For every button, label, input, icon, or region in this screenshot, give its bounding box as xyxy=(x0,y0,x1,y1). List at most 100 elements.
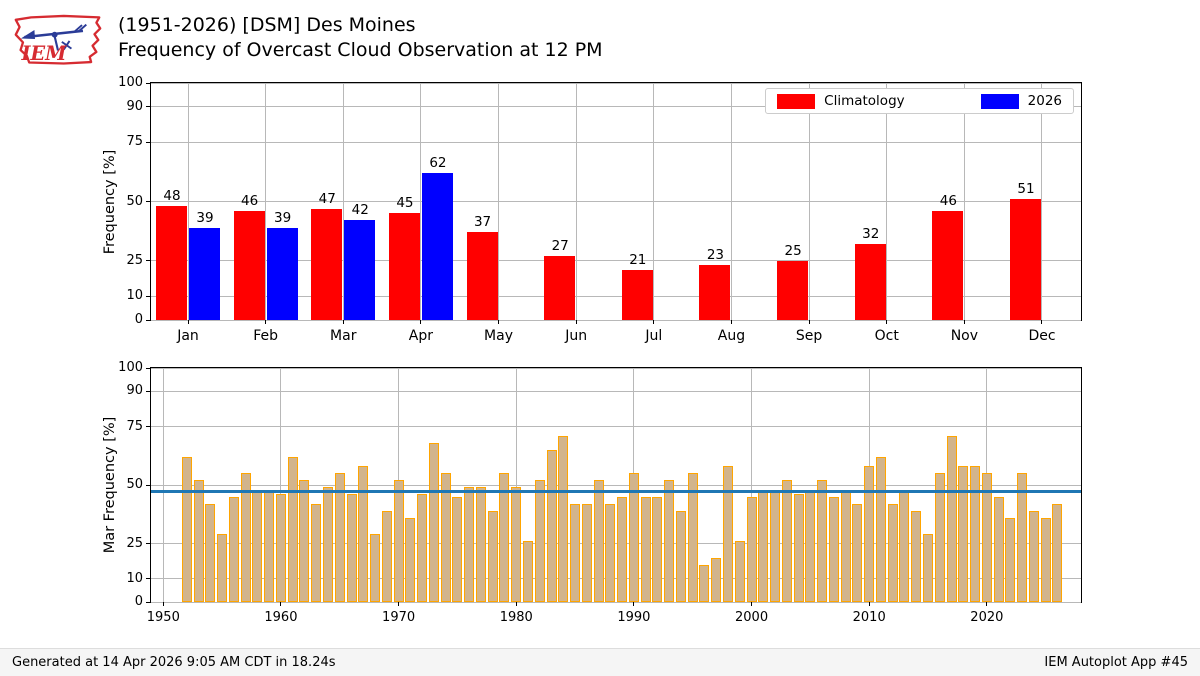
bar-march-2015 xyxy=(923,534,934,602)
y-tick-label: 90 xyxy=(126,383,143,399)
y-tick-mark xyxy=(146,601,151,603)
y-tick-mark xyxy=(146,260,151,262)
legend-swatch-climatology xyxy=(777,93,816,109)
v-gridline xyxy=(1041,83,1043,320)
x-tick-label: Jul xyxy=(645,328,663,344)
h-gridline xyxy=(151,141,1081,143)
bar-climatology xyxy=(1009,199,1041,320)
y-tick-label: 10 xyxy=(126,570,143,586)
bar-value-label: 51 xyxy=(1017,181,1035,198)
y-tick-label: 90 xyxy=(126,98,143,114)
v-gridline xyxy=(342,83,344,320)
h-gridline xyxy=(151,319,1081,321)
bar-2026 xyxy=(344,220,376,320)
bar-march-1983 xyxy=(546,449,557,602)
bar-march-2000 xyxy=(746,496,757,602)
march-frequency-chart: Mar Frequency [%] 0 10 25 50 75 90 100 1950 1960… xyxy=(102,360,1082,625)
y-tick-label: 75 xyxy=(126,134,143,150)
bar-climatology xyxy=(854,244,886,320)
x-tick-label: Apr xyxy=(408,328,434,344)
bar-climatology xyxy=(233,210,265,320)
v-gridline xyxy=(886,83,888,320)
bar-march-2008 xyxy=(840,489,851,602)
x-tick-label: 1990 xyxy=(617,610,651,625)
bar-march-1992 xyxy=(652,496,663,602)
x-tick-mark xyxy=(162,602,164,606)
bar-climatology xyxy=(466,232,498,320)
y-tick-mark xyxy=(146,106,151,108)
v-gridline xyxy=(808,83,810,320)
bar-march-1974 xyxy=(440,473,451,602)
bar-march-1955 xyxy=(217,534,228,602)
bar-march-1953 xyxy=(193,480,204,602)
bar-march-1994 xyxy=(675,510,686,602)
bar-value-label: 32 xyxy=(862,226,880,243)
bar-march-2014 xyxy=(911,510,922,602)
x-tick-mark xyxy=(420,320,422,324)
bar-march-1960 xyxy=(275,494,286,602)
x-tick-label: Dec xyxy=(1028,328,1056,344)
bar-march-2025 xyxy=(1040,517,1051,602)
v-gridline xyxy=(162,368,164,602)
v-gridline xyxy=(420,83,422,320)
bar-march-1996 xyxy=(699,564,710,602)
footer: Generated at 14 Apr 2026 9:05 AM CDT in … xyxy=(0,648,1200,676)
x-tick-mark xyxy=(398,602,400,606)
bar-climatology xyxy=(699,265,731,320)
bar-march-1981 xyxy=(523,541,533,602)
bar-climatology xyxy=(777,260,809,320)
x-tick-mark xyxy=(265,320,267,324)
bar-march-1959 xyxy=(264,489,275,602)
bar-value-label: 46 xyxy=(939,192,957,209)
bar-march-1971 xyxy=(405,517,416,602)
v-gridline xyxy=(751,368,753,602)
generated-timestamp: Generated at 14 Apr 2026 9:05 AM CDT in … xyxy=(12,655,336,670)
h-gridline xyxy=(151,390,1081,392)
x-tick-label: Oct xyxy=(874,328,899,344)
bar-march-1988 xyxy=(605,503,616,602)
h-gridline xyxy=(151,543,1081,544)
bar-climatology xyxy=(156,206,187,320)
bar-value-label: 25 xyxy=(784,242,802,259)
bar-march-1961 xyxy=(287,456,298,602)
bar-2026 xyxy=(421,173,453,320)
title-line-2: Frequency of Overcast Cloud Observation … xyxy=(118,39,603,61)
bar-march-1989 xyxy=(617,496,628,602)
bar-climatology xyxy=(544,256,576,320)
v-gridline xyxy=(575,83,577,320)
y-tick-mark xyxy=(146,141,151,143)
bar-march-2001 xyxy=(758,489,769,602)
y-tick-mark xyxy=(146,295,151,297)
bar-march-2002 xyxy=(770,489,781,602)
y-tick-label: 50 xyxy=(126,477,143,492)
x-tick-label: 1950 xyxy=(146,610,180,625)
bar-march-1963 xyxy=(311,503,322,602)
bar-climatology xyxy=(311,208,343,320)
y-tick-label: 0 xyxy=(134,312,143,327)
bar-march-1964 xyxy=(323,487,333,602)
bar-march-2007 xyxy=(828,496,839,602)
v-gridline xyxy=(265,83,267,320)
bar-march-2003 xyxy=(781,480,792,602)
x-tick-mark xyxy=(886,320,888,324)
bar-march-1954 xyxy=(205,503,216,602)
bar-march-1952 xyxy=(181,456,192,602)
bar-march-1984 xyxy=(558,435,569,602)
v-gridline xyxy=(730,83,732,320)
x-tick-mark xyxy=(986,602,988,606)
y-tick-label: 25 xyxy=(126,252,143,268)
bar-march-2005 xyxy=(805,489,816,602)
bar-march-1976 xyxy=(464,487,475,602)
h-gridline xyxy=(151,367,1081,369)
y-tick-mark xyxy=(146,543,151,544)
bar-value-label: 48 xyxy=(163,188,181,205)
climatology-average-line xyxy=(151,489,1081,493)
bar-march-2013 xyxy=(899,489,910,602)
bar-march-2016 xyxy=(934,473,945,602)
x-tick-label: Feb xyxy=(253,328,279,344)
bar-value-label: 39 xyxy=(274,209,292,226)
x-tick-mark xyxy=(280,602,282,606)
bar-climatology xyxy=(388,213,420,320)
x-tick-label: Jun xyxy=(565,328,588,344)
bar-value-label: 42 xyxy=(351,202,369,219)
